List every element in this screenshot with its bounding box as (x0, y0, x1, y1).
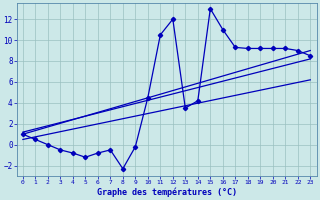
X-axis label: Graphe des températures (°C): Graphe des températures (°C) (97, 187, 236, 197)
